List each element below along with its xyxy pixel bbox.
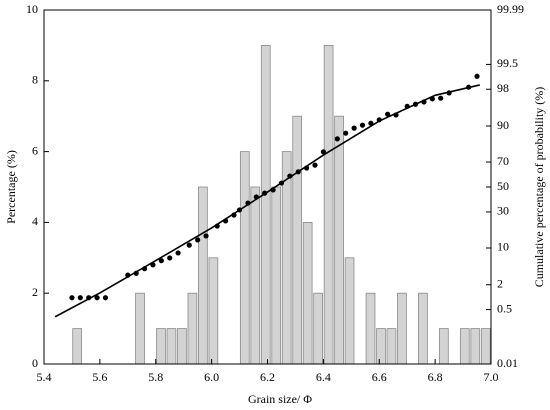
data-point [474,73,480,79]
data-point [334,136,340,142]
fit-line [54,84,481,318]
histogram-bar [156,328,166,365]
y-tick-label: 8 [32,73,38,87]
histogram-bar [302,221,313,365]
histogram-bar [386,328,397,365]
histogram-bar [344,257,355,365]
y2-tick-label: 70 [497,154,509,168]
data-point [94,295,100,301]
x-tick-label: 6.4 [316,370,331,384]
y2-axis-label: Cumulative percentage of probability (%) [532,87,546,288]
histogram-bar [480,328,491,365]
y2-tick-label: 98 [497,81,509,95]
histogram-bar [376,328,386,365]
data-point [195,237,201,243]
data-point [175,250,181,256]
y-tick-label: 4 [32,214,38,228]
histogram-bar [459,328,470,365]
x-tick-label: 6.8 [428,370,443,384]
x-tick-label: 5.4 [37,370,52,384]
histogram-bar [313,292,323,365]
histogram-bar [439,328,449,365]
data-point [102,295,109,301]
data-point [438,95,444,101]
data-point [343,130,349,136]
histogram-bar [260,45,271,365]
y-tick-label: 0 [32,356,38,370]
y2-tick-label: 90 [497,118,509,132]
histogram-bar [72,328,83,365]
histogram-bar [166,328,177,365]
histogram-bar [292,115,303,365]
data-point [167,255,173,261]
y-tick-label: 10 [26,2,38,16]
histogram-bar [334,115,344,365]
histogram-bar [470,328,481,365]
y2-tick-label: 10 [497,240,509,254]
data-point [312,162,318,168]
data-point [77,295,83,301]
x-tick-label: 6.6 [372,370,387,384]
y2-tick-label: 2 [497,276,503,290]
data-point [69,295,75,301]
y2-tick-label: 0.5 [497,301,512,315]
x-tick-label: 6.2 [260,370,275,384]
histogram-bar [397,292,407,365]
histogram-bar [323,45,334,365]
y2-tick-label: 0.01 [497,356,518,370]
x-tick-label: 6.0 [204,370,219,384]
histogram-bar [418,292,428,365]
data-point [158,257,164,264]
y-tick-label: 6 [32,143,38,157]
data-point [351,125,357,131]
data-point [186,242,192,248]
histogram-bar [208,257,219,365]
x-tick-label: 7.0 [484,370,499,384]
x-tick-label: 5.6 [92,370,107,384]
data-point [203,233,209,239]
histogram-bar [198,186,208,365]
histogram-bar [250,186,261,365]
histogram-bar [177,328,187,365]
y2-tick-label: 50 [497,179,509,193]
data-point [359,122,366,128]
histogram-bar [135,292,145,365]
y-axis-label: Percentage (%) [4,150,18,224]
y2-tick-label: 99.5 [497,56,518,70]
x-tick-label: 5.8 [148,370,163,384]
x-axis-label: Grain size/ Φ [248,392,312,406]
y2-tick-label: 30 [497,204,509,218]
data-point [385,111,391,117]
y-tick-label: 2 [32,285,38,299]
histogram-bar [187,292,198,365]
data-point [320,149,326,155]
histogram-bar [365,292,376,365]
histogram-bar [239,151,250,365]
histogram-bar [271,186,282,365]
y2-tick-label: 99.99 [497,2,524,16]
